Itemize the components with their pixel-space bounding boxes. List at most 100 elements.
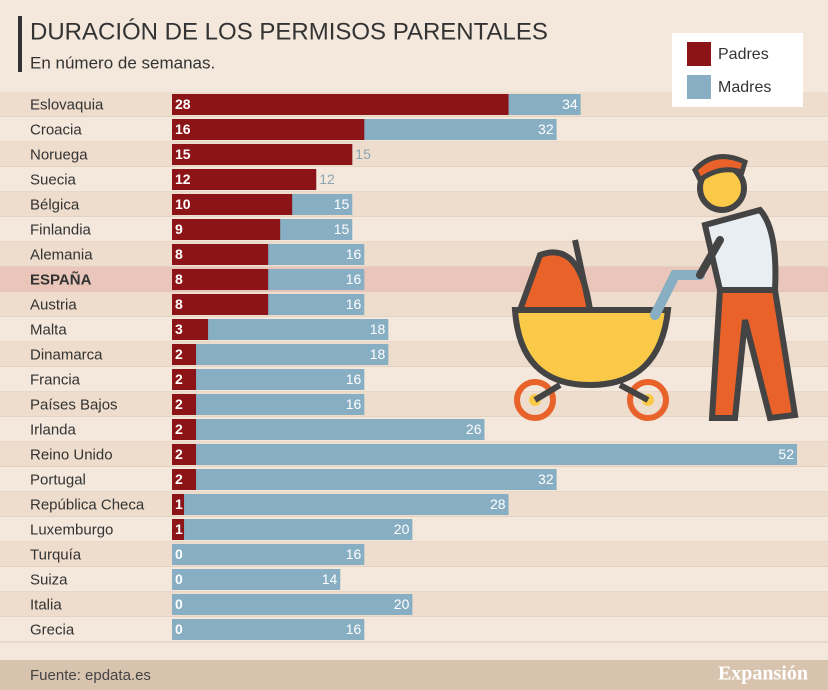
madres-label: 16 — [346, 546, 362, 562]
bar-padres — [172, 244, 269, 265]
bar-madres — [172, 519, 413, 540]
madres-label: 16 — [346, 621, 362, 637]
bar-padres-label-bg — [172, 194, 182, 215]
footer — [0, 660, 828, 690]
stroller-body — [511, 307, 672, 389]
category-label: Grecia — [30, 621, 75, 638]
madres-label: 16 — [346, 271, 362, 287]
legend-label: Padres — [718, 46, 769, 63]
madres-label: 15 — [334, 221, 350, 237]
bar-madres — [172, 419, 485, 440]
row-band — [0, 217, 828, 242]
padres-label: 9 — [175, 221, 183, 237]
bar-padres-label-bg — [172, 294, 182, 315]
bar-madres — [172, 619, 365, 640]
row-band — [0, 192, 828, 217]
bar-padres-label-bg — [172, 469, 182, 490]
row-band — [0, 542, 828, 567]
bar-padres-label-bg — [172, 394, 182, 415]
category-label: Irlanda — [30, 421, 77, 438]
category-label: Malta — [30, 321, 67, 338]
stroller-handle — [650, 270, 705, 320]
padres-label: 15 — [175, 146, 191, 162]
madres-label: 16 — [346, 396, 362, 412]
padres-label: 2 — [175, 471, 183, 487]
madres-label: 32 — [538, 121, 554, 137]
bar-madres — [172, 494, 509, 515]
bar-madres — [172, 444, 797, 465]
padres-label: 10 — [175, 196, 191, 212]
category-label: Países Bajos — [30, 396, 118, 413]
category-label: ESPAÑA — [30, 270, 92, 288]
bar-madres — [172, 369, 365, 390]
bar-padres-label-bg — [172, 494, 182, 515]
category-label: Dinamarca — [30, 346, 103, 363]
madres-label: 15 — [334, 196, 350, 212]
madres-label: 18 — [370, 321, 386, 337]
padres-label: 1 — [175, 496, 183, 512]
row-band — [0, 317, 828, 342]
bar-padres-label-bg — [172, 444, 182, 465]
madres-label: 14 — [322, 571, 338, 587]
padres-label: 0 — [175, 546, 183, 562]
bar-padres-label-bg — [172, 369, 182, 390]
wheel — [514, 379, 556, 421]
padres-label: 1 — [175, 521, 183, 537]
legend: Padres Madres — [672, 33, 803, 107]
bar-padres-label-bg — [172, 144, 182, 165]
category-label: Luxemburgo — [30, 521, 113, 538]
bar-madres — [172, 469, 557, 490]
padres-label: 8 — [175, 246, 183, 262]
madres-label: 16 — [346, 246, 362, 262]
row-band — [0, 292, 828, 317]
illustration — [511, 154, 799, 422]
padres-label: 2 — [175, 421, 183, 437]
row-band — [0, 342, 828, 367]
category-label: Alemania — [30, 246, 93, 263]
bar-padres-label-bg — [172, 119, 182, 140]
padres-label: 2 — [175, 396, 183, 412]
row-band — [0, 167, 828, 192]
man-legs — [708, 287, 799, 422]
brand: Expansión — [718, 663, 808, 685]
padres-label: 0 — [175, 596, 183, 612]
row-band — [0, 592, 828, 617]
bar-madres — [172, 319, 389, 340]
category-label: Bélgica — [30, 196, 80, 213]
madres-label: 18 — [370, 346, 386, 362]
bar-madres — [172, 344, 389, 365]
bar-padres-label-bg — [172, 344, 182, 365]
row-band — [0, 617, 828, 642]
stroller-frame — [533, 382, 650, 403]
bar-madres — [172, 594, 413, 615]
title-accent — [18, 16, 22, 72]
row-band — [0, 367, 828, 392]
madres-label: 16 — [346, 371, 362, 387]
category-label: Suiza — [30, 571, 68, 588]
row-band — [0, 517, 828, 542]
stroller-frame — [572, 239, 593, 311]
category-label: Suecia — [30, 171, 77, 188]
legend-label: Madres — [718, 79, 771, 96]
bar-padres-label-bg — [172, 319, 182, 340]
bar-padres-label-bg — [172, 94, 182, 115]
bar-padres-label-bg — [172, 219, 182, 240]
category-label: Noruega — [30, 146, 88, 163]
bar-padres — [172, 119, 365, 140]
man-arm — [696, 236, 724, 279]
source: Fuente: epdata.es — [30, 667, 151, 684]
bar-madres — [172, 569, 341, 590]
row-band — [0, 242, 828, 267]
category-label: Eslovaquia — [30, 96, 104, 113]
legend-swatch — [687, 42, 711, 66]
padres-label: 8 — [175, 296, 183, 312]
madres-label: 16 — [346, 296, 362, 312]
bar-padres — [172, 194, 293, 215]
padres-label: 28 — [175, 96, 191, 112]
bar-padres-label-bg — [172, 419, 182, 440]
category-label: Croacia — [30, 121, 82, 138]
madres-label: 15 — [355, 146, 371, 162]
bar-padres-label-bg — [172, 269, 182, 290]
